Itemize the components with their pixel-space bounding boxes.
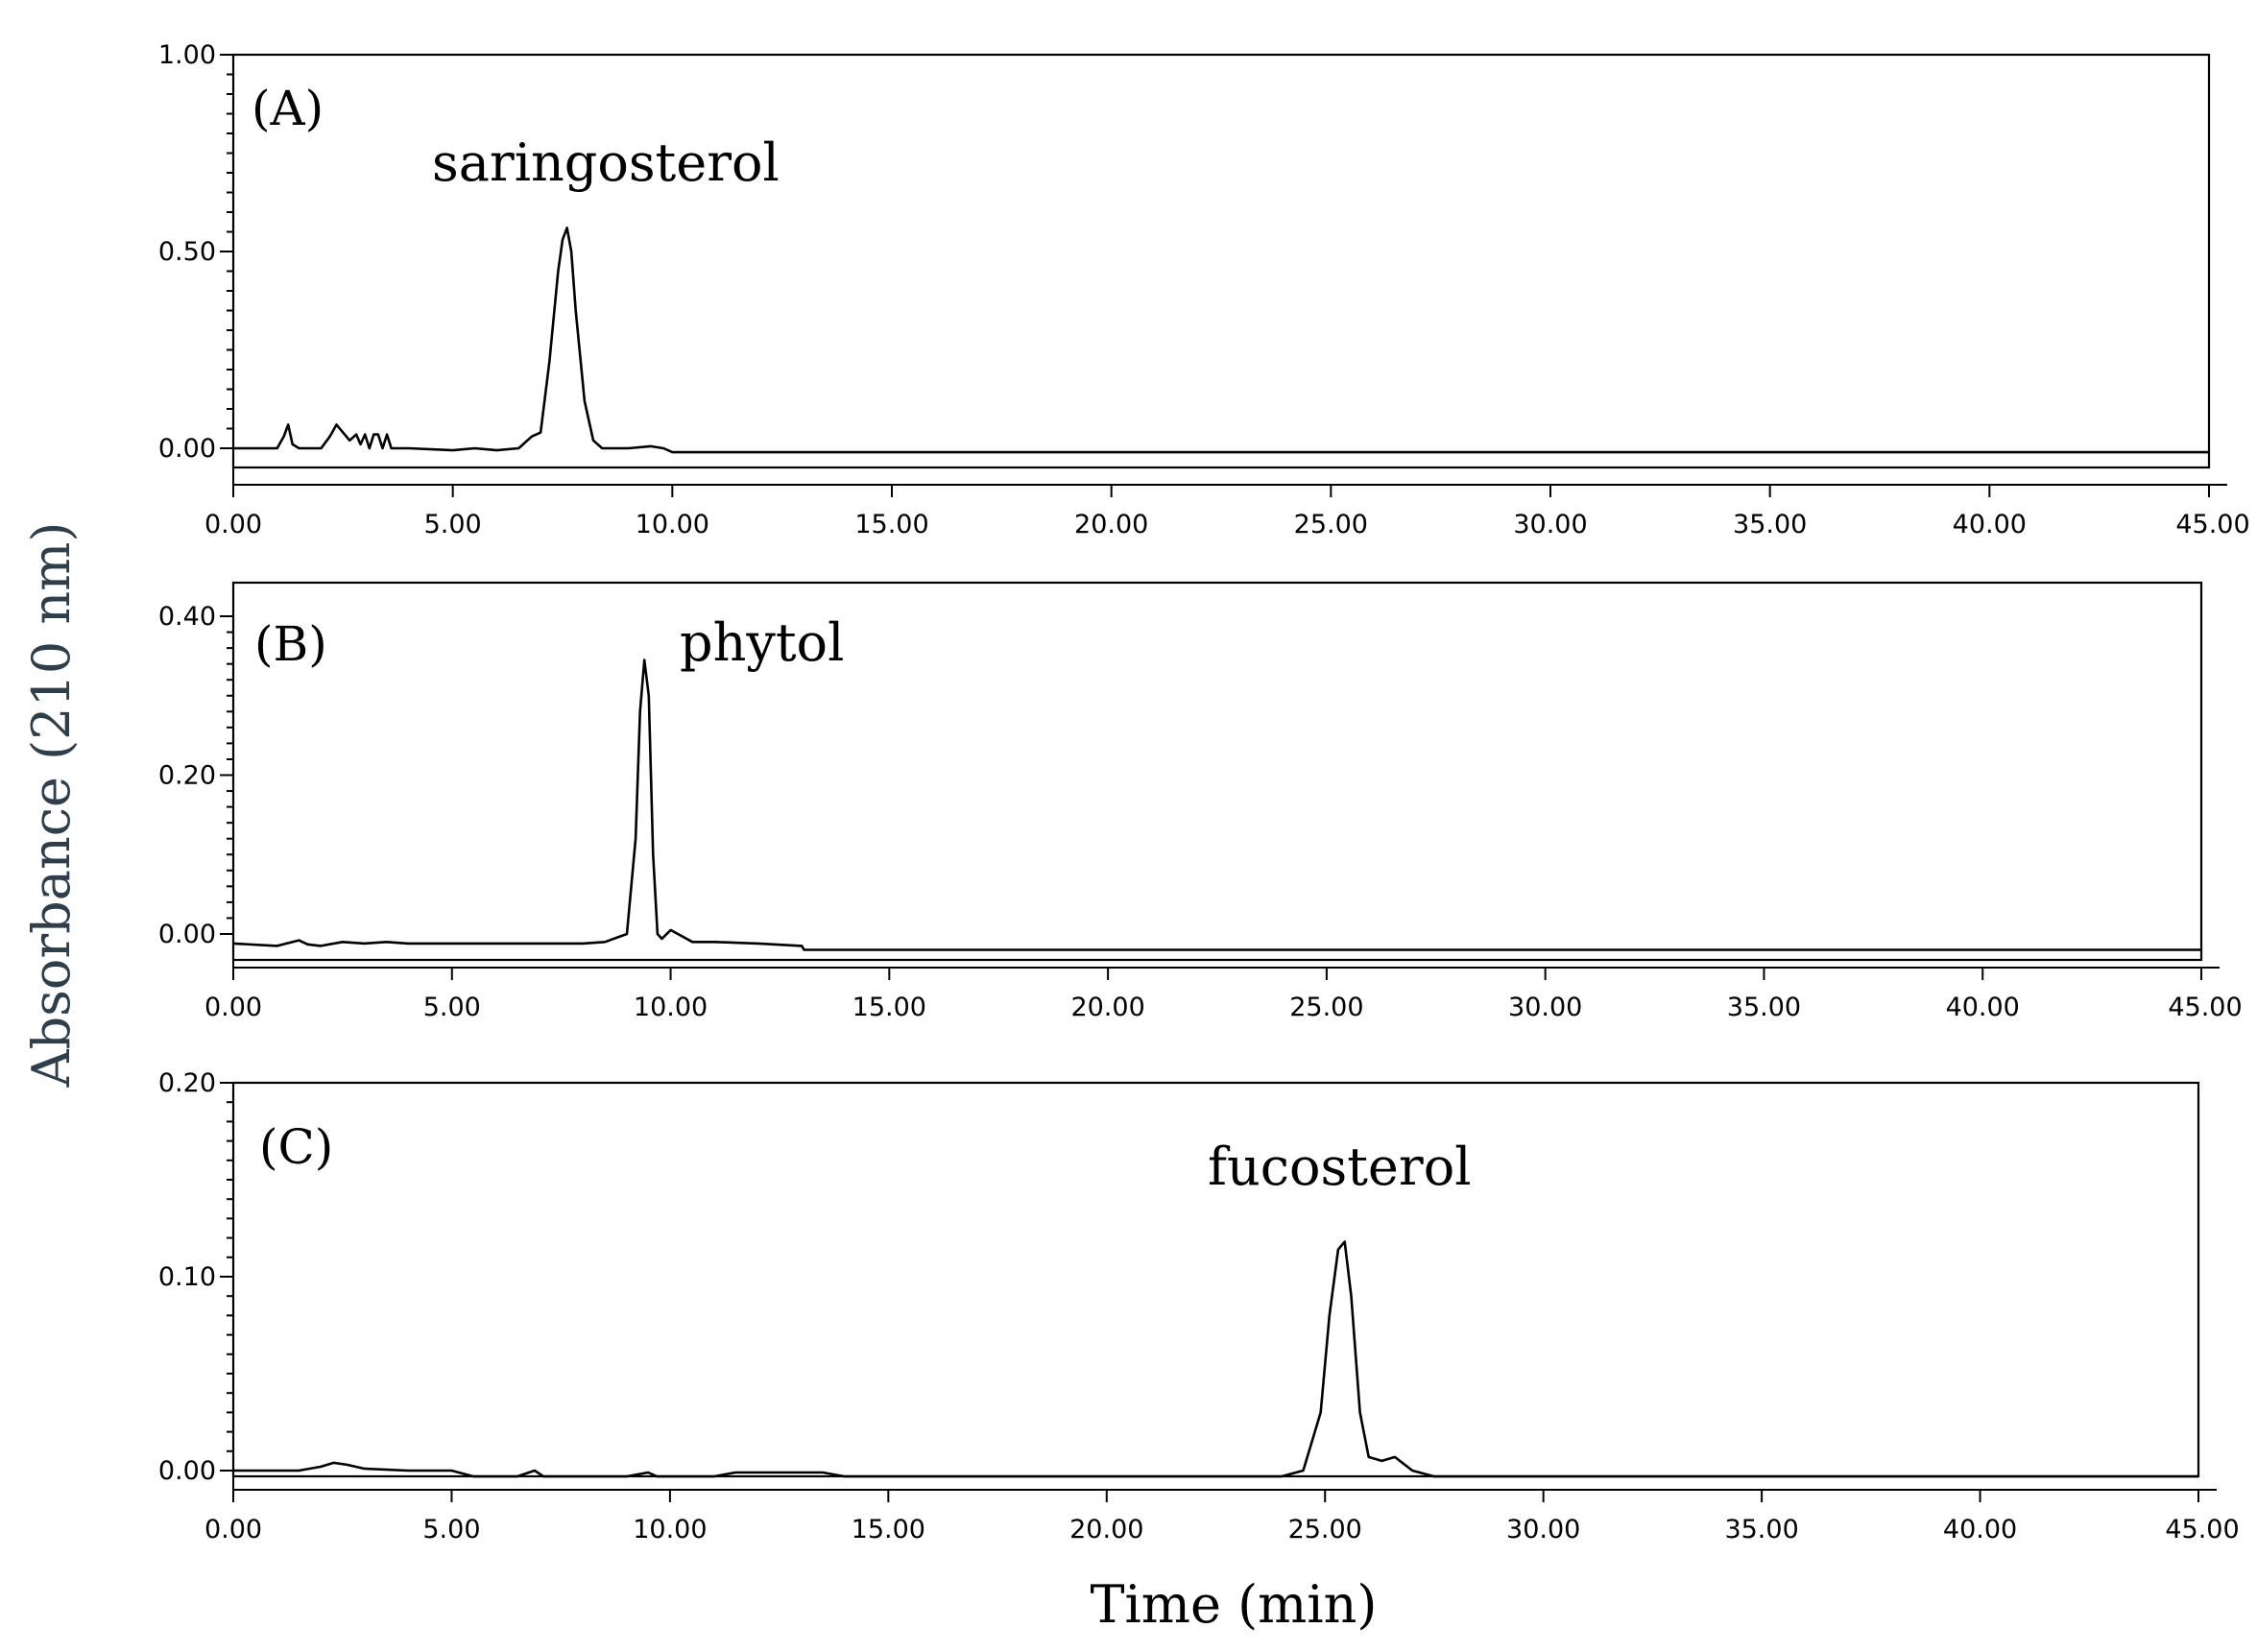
panel-a-y-ticks: 0.00 0.50 1.00: [158, 40, 233, 464]
panel-a-x-tick-label: 35.00: [1733, 510, 1807, 539]
panel-c-y-tick-label: 0.00: [158, 1456, 216, 1486]
panel-b-x-tick-label: 45.00: [2168, 993, 2242, 1022]
panel-b-y-ticks: 0.00 0.20 0.40: [158, 602, 233, 949]
panel-a: 0.00 0.50 1.00 0.00 5.00 10.00 15.00 20.00 25.0…: [158, 40, 2250, 539]
panel-b-frame: [231, 581, 2203, 962]
panel-b-y-tick-label: 0.40: [158, 602, 216, 632]
saringosterol-peak-label: saringosterol: [432, 132, 780, 193]
panel-c-x-tick-label: 30.00: [1506, 1515, 1580, 1544]
panel-b-x-tick-label: 15.00: [852, 993, 926, 1022]
x-axis-title: Time (min): [1090, 1574, 1377, 1635]
panel-a-x-tick-label: 5.00: [424, 510, 482, 539]
panel-c-x-tick-label: 0.00: [204, 1515, 262, 1544]
panel-b: 0.00 0.20 0.40 0.00 5.00 10.00 15.00 20.00 25.0…: [158, 581, 2243, 1022]
panel-a-x-tick-label: 45.00: [2175, 510, 2249, 539]
panel-c: 0.00 0.10 0.20 0.00 5.00 10.00 15.00 20.00 25.0…: [158, 1068, 2240, 1544]
panel-b-x-tick-label: 35.00: [1727, 993, 1801, 1022]
panel-a-x-tick-label: 30.00: [1513, 510, 1587, 539]
panel-a-y-tick-label: 0.00: [158, 434, 216, 464]
panel-b-x-tick-label: 5.00: [423, 993, 481, 1022]
panel-a-x-tick-label: 10.00: [636, 510, 709, 539]
panel-c-x-tick-label: 15.00: [852, 1515, 925, 1544]
panel-c-x-ticks: 0.00 5.00 10.00 15.00 20.00 25.00 30.00 35.00 40…: [204, 1490, 2240, 1544]
panel-c-x-tick-label: 35.00: [1724, 1515, 1798, 1544]
panel-b-x-tick-label: 25.00: [1289, 993, 1363, 1022]
panel-b-y-tick-label: 0.00: [158, 920, 216, 949]
panel-b-chromatogram-trace: [232, 658, 2201, 951]
panel-c-label: (C): [259, 1119, 333, 1175]
panel-a-x-ticks: 0.00 5.00 10.00 15.00 20.00 25.00 30.00 35.00 40…: [204, 485, 2250, 539]
panel-a-x-tick-label: 20.00: [1074, 510, 1148, 539]
panel-c-y-tick-label: 0.10: [158, 1262, 216, 1292]
panel-a-x-tick-label: 25.00: [1294, 510, 1368, 539]
panel-a-x-tick-label: 15.00: [854, 510, 928, 539]
panel-a-x-tick-label: 40.00: [1953, 510, 2027, 539]
panel-a-label: (A): [252, 81, 324, 136]
panel-a-frame: [231, 53, 2211, 469]
panel-c-x-tick-label: 45.00: [2165, 1515, 2239, 1544]
panel-a-chromatogram-trace: [233, 227, 2209, 454]
panel-b-x-tick-label: 0.00: [204, 993, 262, 1022]
panel-b-x-tick-label: 30.00: [1508, 993, 1582, 1022]
panel-c-x-tick-label: 5.00: [422, 1515, 480, 1544]
panel-b-x-ticks: 0.00 5.00 10.00 15.00 20.00 25.00 30.00 35.00 40…: [204, 968, 2243, 1022]
panel-c-y-ticks: 0.00 0.10 0.20: [158, 1068, 233, 1486]
panel-c-x-tick-label: 40.00: [1943, 1515, 2017, 1544]
phytol-peak-label: phytol: [680, 612, 844, 673]
panel-b-label: (B): [254, 616, 327, 672]
fucosterol-peak-label: fucosterol: [1208, 1137, 1471, 1197]
panel-b-x-tick-label: 10.00: [634, 993, 708, 1022]
panel-c-x-tick-label: 10.00: [633, 1515, 707, 1544]
panel-a-y-tick-label: 1.00: [158, 40, 216, 70]
panel-a-x-tick-label: 0.00: [204, 510, 262, 539]
panel-c-x-tick-label: 25.00: [1288, 1515, 1362, 1544]
panel-c-x-tick-label: 20.00: [1069, 1515, 1143, 1544]
panel-a-y-tick-label: 0.50: [158, 237, 216, 267]
panel-c-y-tick-label: 0.20: [158, 1068, 216, 1098]
panel-c-chromatogram-trace: [233, 1240, 2198, 1478]
panel-b-x-tick-label: 40.00: [1946, 993, 2020, 1022]
y-axis-title: Absorbance (210 nm): [21, 522, 82, 1089]
panel-b-x-tick-label: 20.00: [1070, 993, 1144, 1022]
panel-b-y-tick-label: 0.20: [158, 761, 216, 791]
